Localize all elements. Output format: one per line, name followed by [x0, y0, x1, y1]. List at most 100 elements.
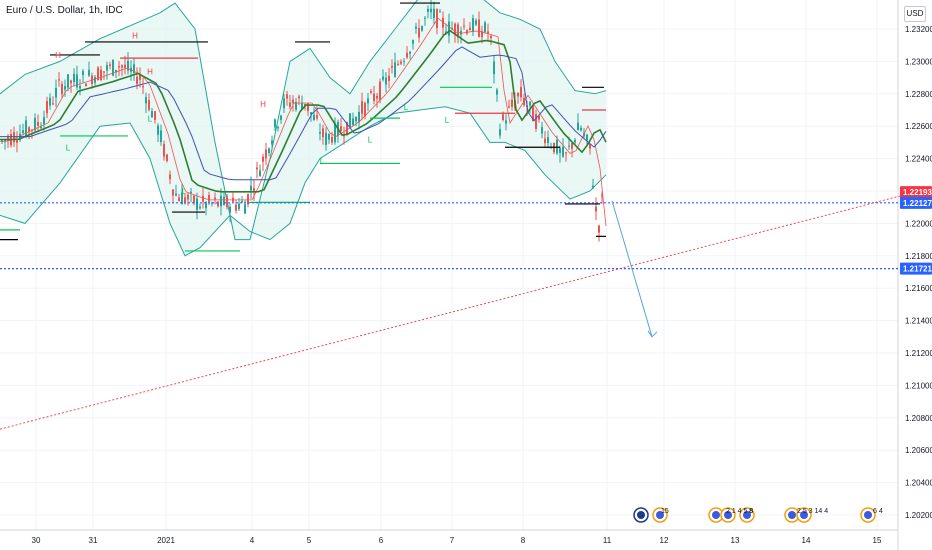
candle-body: [469, 27, 471, 31]
candle-body: [499, 129, 501, 136]
time-tick-label: 6: [379, 536, 384, 545]
currency-badge[interactable]: USD: [904, 6, 926, 22]
candle-body: [139, 74, 141, 80]
hl-marker: L: [320, 156, 325, 165]
time-tick-label: 11: [603, 536, 612, 545]
candle-body: [397, 63, 399, 65]
candle-body: [82, 71, 84, 76]
time-tick-label: 31: [89, 536, 98, 545]
projection-arrow-head: [647, 330, 658, 338]
candle-body: [274, 119, 276, 128]
candle-body: [415, 26, 417, 29]
candle-body: [319, 132, 321, 134]
candle-body: [517, 93, 519, 97]
price-tag-label: 1.22127: [903, 199, 932, 208]
ma-medium: [0, 29, 607, 193]
candle-body: [340, 126, 342, 131]
candle-body: [286, 94, 288, 99]
candle-body: [55, 87, 57, 98]
price-tick-label: 1.22000: [905, 219, 932, 228]
symbol-title: Euro / U.S. Dollar, 1h, IDC: [6, 5, 123, 16]
candle-body: [133, 64, 135, 73]
candle-body: [85, 83, 87, 87]
price-tick-label: 1.21600: [905, 284, 932, 293]
candle-body: [325, 132, 327, 145]
price-tick-label: 1.23200: [905, 25, 932, 34]
candle-body: [247, 194, 249, 205]
candle-body: [202, 195, 204, 202]
candle-body: [367, 98, 369, 104]
candle-body: [115, 70, 117, 73]
candle-body: [181, 192, 183, 205]
candle-body: [448, 21, 450, 36]
candle-body: [475, 20, 477, 25]
candle-body: [577, 122, 579, 131]
time-tick-label: 15: [873, 536, 882, 545]
candle-body: [472, 18, 474, 33]
candle-body: [16, 140, 18, 143]
candle-body: [463, 25, 465, 27]
time-tick-label: 4: [250, 536, 255, 545]
candle-body: [406, 52, 408, 58]
candle-body: [280, 115, 282, 120]
candle-body: [349, 113, 351, 127]
candle-body: [79, 85, 81, 89]
candle-body: [403, 60, 405, 62]
candle-body: [265, 149, 267, 159]
candle-body: [385, 77, 387, 85]
candle-body: [310, 112, 312, 115]
candle-body: [196, 198, 198, 210]
candle-body: [439, 11, 441, 13]
candle-body: [322, 128, 324, 138]
candle-body: [301, 102, 303, 110]
candle-body: [73, 73, 75, 83]
candle-body: [229, 206, 231, 213]
candle-body: [559, 148, 561, 153]
candle-body: [67, 74, 69, 88]
candle-body: [100, 69, 102, 81]
time-tick-label: 8: [521, 536, 526, 545]
candle-body: [151, 111, 153, 118]
candle-body: [544, 138, 546, 144]
candle-body: [58, 79, 60, 81]
candle-body: [46, 101, 48, 114]
price-tick-label: 1.21800: [905, 252, 932, 261]
event-count-label: 2 5 3 14 4: [797, 508, 828, 515]
hl-marker: L: [182, 187, 187, 196]
bollinger-upper: [0, 0, 607, 241]
candle-body: [220, 195, 222, 207]
candle-body: [91, 75, 93, 85]
candle-body: [148, 100, 150, 110]
candle-body: [241, 200, 243, 203]
candle-body: [25, 120, 27, 137]
candle-body: [478, 19, 480, 37]
candle-body: [373, 93, 375, 102]
price-tick-label: 1.21400: [905, 317, 932, 326]
candle-body: [493, 61, 495, 75]
price-tick-label: 1.21000: [905, 381, 932, 390]
event-icon-flag: [800, 511, 808, 519]
candle-body: [442, 17, 444, 28]
candle-body: [277, 127, 279, 129]
hl-marker: H: [147, 67, 153, 76]
candle-body: [574, 139, 576, 143]
candle-body: [532, 105, 534, 122]
candle-body: [562, 146, 564, 157]
candle-body: [61, 83, 63, 95]
candle-body: [433, 8, 435, 19]
hl-marker: L: [368, 135, 373, 144]
hl-marker: H: [260, 100, 266, 109]
candle-body: [187, 194, 189, 200]
candle-body: [118, 66, 120, 68]
candle-body: [382, 76, 384, 80]
candle-body: [250, 185, 252, 191]
price-tick-label: 1.21200: [905, 349, 932, 358]
candle-body: [565, 152, 567, 154]
price-tick-label: 1.20600: [905, 446, 932, 455]
candle-body: [166, 154, 168, 161]
bollinger-lower: [0, 106, 607, 257]
candle-body: [142, 86, 144, 88]
candle-body: [436, 9, 438, 29]
